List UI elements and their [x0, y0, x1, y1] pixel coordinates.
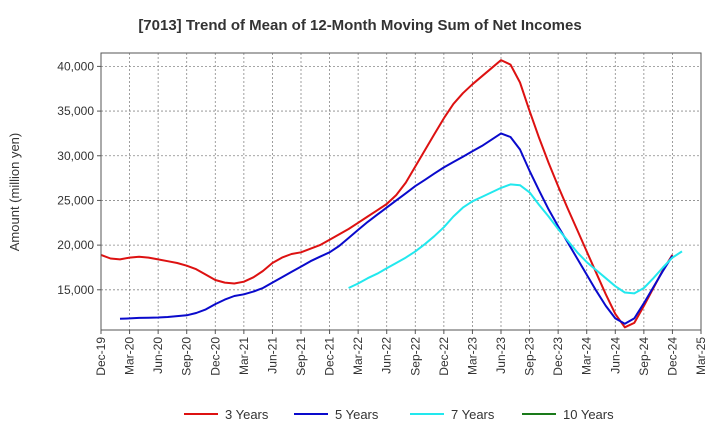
y-tick-label: 20,000: [57, 238, 94, 252]
x-tick-label: Jun-23: [494, 337, 508, 374]
legend-label: 3 Years: [225, 407, 269, 422]
legend-label: 5 Years: [335, 407, 379, 422]
x-tick-label: Dec-23: [551, 337, 565, 376]
chart-title: [7013] Trend of Mean of 12-Month Moving …: [138, 17, 581, 34]
x-tick-label: Sep-24: [637, 337, 651, 376]
y-axis-label: Amount (million yen): [7, 133, 22, 252]
x-tick-label: Mar-21: [237, 337, 251, 375]
x-tick-label: Sep-23: [523, 337, 537, 376]
y-tick-label: 40,000: [57, 59, 94, 73]
y-tick-label: 30,000: [57, 149, 94, 163]
x-tick-label: Mar-25: [694, 337, 708, 375]
x-tick-label: Dec-20: [208, 337, 222, 376]
x-tick-label: Jun-24: [608, 337, 622, 374]
x-tick-label: Mar-23: [465, 337, 479, 375]
x-axis-ticks: Dec-19 Mar-20 Jun-20 Sep-20 Dec-20 Mar-21 Jun-…: [94, 330, 708, 376]
grid: [100, 53, 702, 330]
y-axis-ticks: 15,000 20,000 25,000 30,000 35,000 40,000: [57, 59, 101, 297]
x-tick-label: Jun-20: [151, 337, 165, 374]
legend-label: 7 Years: [451, 407, 495, 422]
x-tick-label: Jun-22: [380, 337, 394, 374]
y-tick-label: 25,000: [57, 193, 94, 207]
series-line-5-years: [119, 132, 674, 325]
x-tick-label: Sep-21: [294, 337, 308, 376]
x-tick-label: Dec-22: [437, 337, 451, 376]
x-tick-label: Sep-22: [408, 337, 422, 376]
series-layer: [100, 59, 683, 329]
x-tick-label: Mar-22: [351, 337, 365, 375]
x-tick-label: Jun-21: [265, 337, 279, 374]
series-line-3-years: [100, 59, 674, 329]
plot-frame: [100, 52, 702, 331]
x-tick-label: Sep-20: [180, 337, 194, 376]
x-tick-label: Dec-19: [94, 337, 108, 376]
series-line-7-years: [348, 183, 683, 295]
x-tick-label: Mar-24: [580, 337, 594, 375]
y-tick-label: 35,000: [57, 104, 94, 118]
x-tick-label: Dec-24: [665, 337, 679, 376]
y-tick-label: 15,000: [57, 283, 94, 297]
legend-label: 10 Years: [563, 407, 614, 422]
legend: 3 Years 5 Years 7 Years 10 Years: [184, 407, 614, 422]
x-tick-label: Mar-20: [123, 337, 137, 375]
x-tick-label: Dec-21: [323, 337, 337, 376]
